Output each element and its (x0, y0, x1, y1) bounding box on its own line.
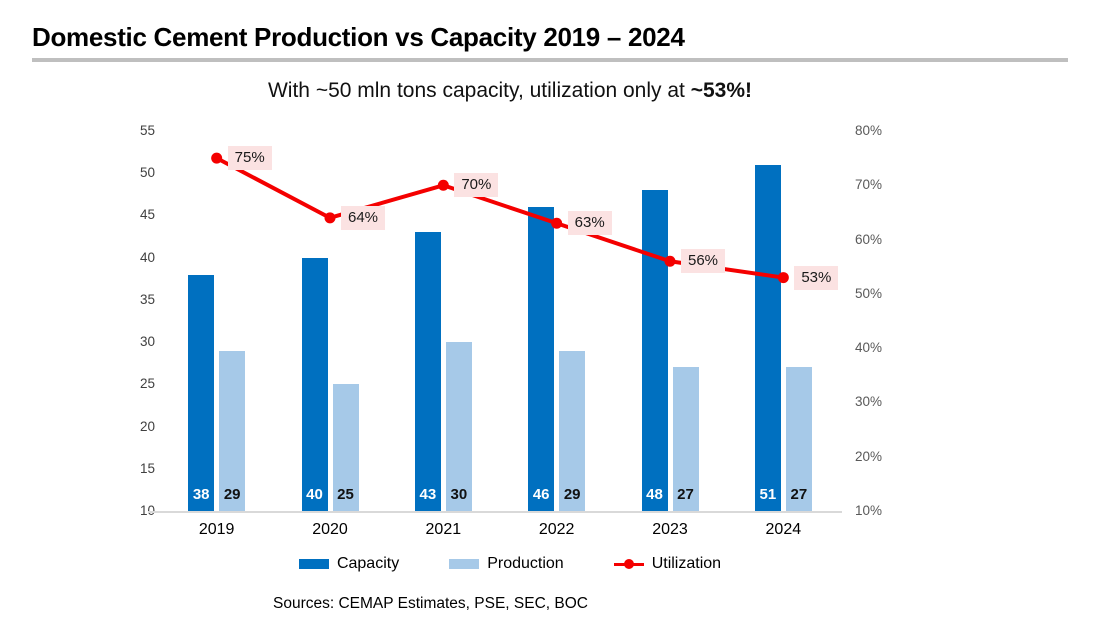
page-title: Domestic Cement Production vs Capacity 2… (32, 22, 685, 52)
legend-label-capacity: Capacity (336, 555, 400, 572)
y-axis-right-tick: 50% (855, 285, 883, 301)
chart-subtitle: With ~50 mln tons capacity, utilization … (60, 79, 960, 103)
y-axis-left-tick: 10 (100, 503, 155, 519)
legend-label-production: Production (487, 555, 564, 572)
x-axis-label-2019: 2019 (198, 521, 235, 538)
legend-line-marker-utilization (613, 558, 644, 570)
utilization-marker-2019 (211, 152, 223, 164)
bar-label-capacity-2022: 46 (532, 486, 550, 503)
y-axis-left-tick: 40 (139, 249, 155, 265)
utilization-label-2024: 53% (794, 265, 839, 290)
y-axis-right-tick: 10% (855, 503, 883, 518)
x-axis-label-2020: 2020 (312, 521, 348, 538)
sources-note: Sources: CEMAP Estimates, PSE, SEC, BOC (273, 595, 588, 612)
utilization-label-2019: 75% (227, 146, 272, 171)
legend-swatch-capacity (298, 559, 329, 569)
y-axis-left-tick: 50 (139, 165, 155, 181)
bar-capacity-2023 (641, 190, 668, 511)
bar-production-2021 (445, 342, 472, 511)
y-axis-right-tick: 30% (855, 394, 883, 410)
bar-label-production-2019: 29 (223, 486, 241, 503)
y-axis-right-tick: 80% (855, 123, 883, 138)
bar-production-2022 (559, 350, 586, 511)
utilization-label-2021: 70% (454, 173, 499, 198)
bar-label-capacity-2023: 48 (646, 486, 663, 503)
y-axis-right-tick: 20% (855, 448, 883, 464)
bar-label-production-2023: 27 (677, 486, 694, 503)
bar-label-capacity-2019: 38 (192, 486, 210, 503)
bar-label-production-2020: 25 (337, 486, 354, 503)
subtitle-text: With ~50 mln tons capacity, utilization … (267, 79, 691, 102)
bar-label-capacity-2020: 40 (306, 486, 323, 503)
x-axis-line (148, 511, 842, 513)
legend-item-utilization: Utilization (613, 555, 722, 573)
x-axis-label-2021: 2021 (425, 521, 462, 538)
bar-capacity-2020 (301, 257, 328, 511)
bar-capacity-2022 (528, 207, 555, 511)
y-axis-right-tick: 70% (855, 177, 883, 193)
x-axis-label-2022: 2022 (538, 521, 575, 538)
bar-capacity-2021 (414, 232, 441, 511)
y-axis-right-tick: 40% (855, 340, 883, 356)
bar-label-production-2024: 27 (790, 486, 808, 503)
bar-label-production-2022: 29 (563, 486, 581, 503)
chart-legend: Capacity Production Utilization (150, 552, 870, 576)
legend-swatch-production (449, 559, 480, 569)
legend-item-production: Production (449, 555, 564, 573)
y-axis-left-tick: 30 (139, 334, 155, 350)
y-axis-left-tick: 45 (139, 207, 155, 223)
bar-production-2019 (219, 350, 246, 511)
legend-label-utilization: Utilization (651, 555, 722, 572)
legend-dot (623, 559, 634, 569)
utilization-marker-2020 (324, 212, 336, 224)
bar-capacity-2019 (188, 274, 215, 511)
legend-item-capacity: Capacity (298, 555, 400, 573)
bar-label-production-2021: 30 (450, 486, 468, 503)
bar-capacity-2024 (754, 164, 781, 511)
bar-production-2023 (672, 367, 699, 511)
subtitle-emphasis: ~53%! (690, 79, 753, 102)
utilization-label-2022: 63% (567, 211, 612, 236)
bar-label-capacity-2021: 43 (419, 486, 437, 503)
utilization-marker-2021 (437, 179, 449, 191)
y-axis-left-tick: 15 (139, 460, 155, 476)
utilization-label-2023: 56% (681, 249, 726, 274)
title-divider (32, 58, 1068, 62)
utilization-label-2020: 64% (341, 205, 386, 230)
bar-production-2020 (332, 384, 359, 511)
x-axis-label-2023: 2023 (652, 521, 688, 538)
x-axis-label-2024: 2024 (765, 521, 802, 538)
y-axis-left-tick: 20 (139, 418, 155, 434)
bar-label-capacity-2024: 51 (759, 486, 777, 503)
y-axis-right-tick: 60% (855, 231, 883, 247)
y-axis-left-tick: 55 (139, 123, 155, 138)
y-axis-left-tick: 25 (139, 376, 155, 392)
bar-production-2024 (785, 367, 812, 511)
y-axis-left-tick: 35 (139, 291, 155, 307)
